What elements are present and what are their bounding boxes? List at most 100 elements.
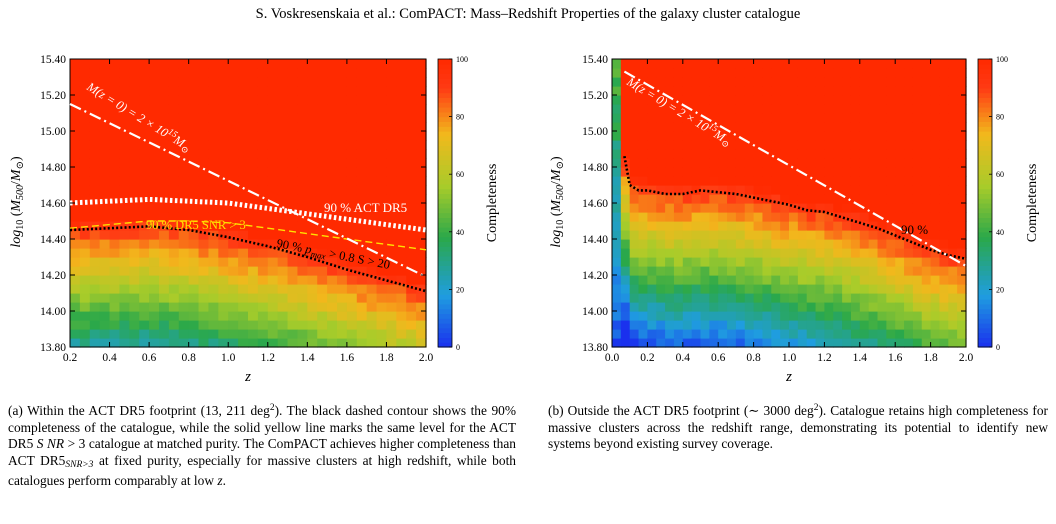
heatmap-cell [620,149,631,159]
heatmap-cell [850,194,861,204]
heatmap-cell [612,86,622,96]
heatmap-cell [149,338,160,348]
heatmap-cell [198,266,210,276]
heatmap-cell [267,158,279,168]
heatmap-cell [287,338,299,348]
heatmap-cell [267,194,279,204]
heatmap-cell [656,212,666,222]
heatmap-cell [868,284,879,294]
heatmap-cell [868,113,879,123]
heatmap-cell [850,158,861,168]
heatmap-cell [691,185,702,195]
heatmap-cell [656,293,666,303]
heatmap-cell [620,248,631,258]
heatmap-cell [218,230,229,240]
colorbar-tick-label: 20 [456,285,464,294]
heatmap-cell [833,131,843,141]
heatmap-cell [930,86,941,96]
caption-a-text-2: ). The black dashed contour shows the 90… [8,403,516,452]
heatmap-cell [771,311,781,321]
heatmap-cell [396,194,407,204]
heatmap-cell [673,176,684,186]
heatmap-cell [912,266,923,276]
heatmap-cell [868,68,879,78]
heatmap-cell [629,221,640,231]
heatmap-cell [691,68,702,78]
heatmap-cell [178,221,190,231]
heatmap-cell [208,194,219,204]
heatmap-cell [806,95,817,105]
heatmap-cell [366,275,378,285]
heatmap-cell [99,338,111,348]
heatmap-cell [647,185,657,195]
x-tick-label: 1.0 [782,352,797,364]
heatmap-cell [208,185,219,195]
heatmap-cell [129,77,140,87]
heatmap-cell [797,158,808,168]
heatmap-cell [886,131,896,141]
heatmap-cell [629,338,640,348]
heatmap-cell [673,140,684,150]
heatmap-cell [168,338,180,348]
heatmap-cell [346,122,358,132]
heatmap-cell [948,329,958,339]
heatmap-cell [620,113,631,123]
heatmap-cell [780,338,790,348]
heatmap-cell [287,104,299,114]
heatmap-cell [317,239,328,249]
heatmap-cell [691,284,702,294]
heatmap-cell [386,59,397,69]
heatmap-cell [188,158,200,168]
heatmap-cell [797,86,808,96]
heatmap-cell [797,122,808,132]
heatmap-cell [277,86,289,96]
heatmap-cell [406,77,417,87]
heatmap-cell [406,86,417,96]
heatmap-cell [337,212,348,222]
colorbar-segment [978,164,992,170]
heatmap-cell [119,203,130,213]
heatmap-cell [638,194,648,204]
heatmap-cell [753,104,764,114]
heatmap-cell [957,284,967,294]
heatmap-cell [886,338,896,348]
heatmap-cell [228,194,239,204]
x-tick-label: 2.0 [959,352,974,364]
heatmap-cell [337,194,348,204]
heatmap-cell [119,149,130,159]
heatmap-cell [238,311,249,321]
heatmap-cell [895,203,905,213]
heatmap-cell [277,275,289,285]
heatmap-cell [366,257,378,267]
colorbar-segment [438,284,452,290]
heatmap-cell [297,194,308,204]
heatmap-cell [850,284,861,294]
axis-ticks-b: 0.0 0.2 0.4 0.6 0.8 1.0 1.2 1.4 1.6 1.8 2.013.8014… [582,54,973,364]
heatmap-cell [277,104,289,114]
heatmap-cell [119,59,130,69]
heatmap-cell [218,86,229,96]
heatmap-cell [771,257,781,267]
heatmap-cell [833,221,843,231]
heatmap-cell [886,149,896,159]
heatmap-cell [629,158,640,168]
colorbar-segment [438,63,452,70]
heatmap-cell [718,158,728,168]
heatmap-cell [718,68,728,78]
heatmap-cell [762,230,772,240]
heatmap-cell [267,95,279,105]
heatmap-cell [868,257,879,267]
heatmap-cell [356,104,368,114]
x-tick-label: 1.8 [379,352,394,364]
heatmap-cell [780,284,790,294]
heatmap-cell [912,338,923,348]
heatmap-cell [815,158,825,168]
heatmap-cell [188,95,200,105]
heatmap-cell [939,131,949,141]
heatmap-cell [89,158,101,168]
heatmap-cell [376,248,388,258]
heatmap-cell [921,140,932,150]
heatmap-cell [700,266,710,276]
heatmap-cell [682,185,693,195]
heatmap-cell [868,302,879,312]
